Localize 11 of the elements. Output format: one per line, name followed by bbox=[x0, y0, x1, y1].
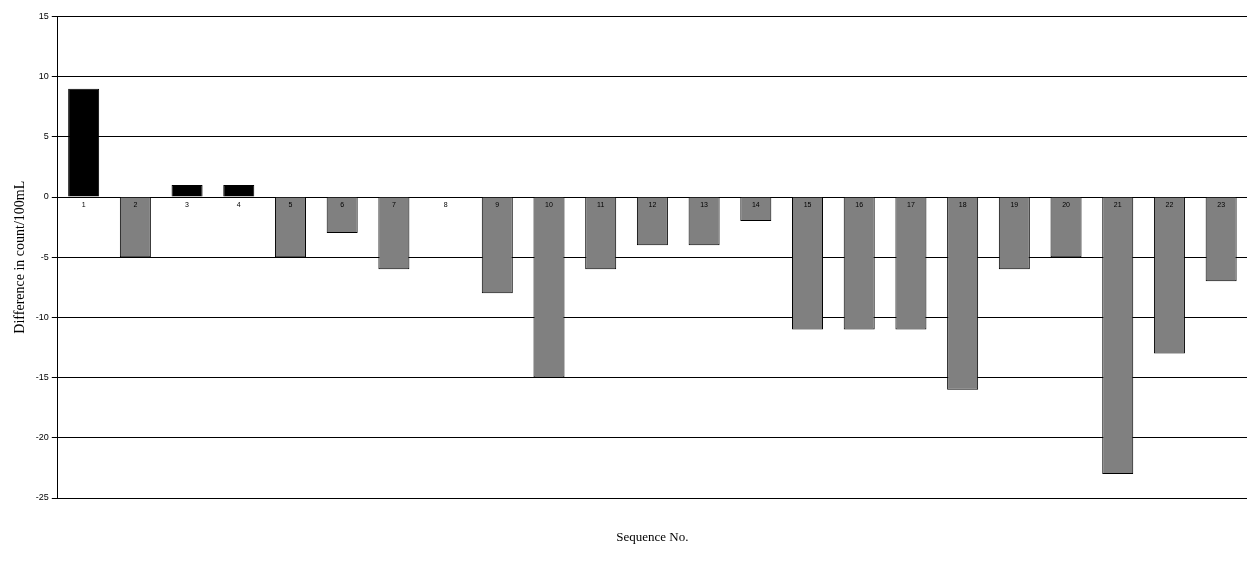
y-tick-label: 5 bbox=[43, 131, 49, 142]
y-tick-label: 10 bbox=[38, 71, 49, 82]
y-axis-title: Difference in count/100mL bbox=[12, 180, 28, 334]
y-tick-label: -15 bbox=[35, 372, 49, 383]
y-tick-label: -5 bbox=[40, 251, 49, 262]
y-tick-label: 15 bbox=[38, 10, 49, 21]
x-axis-title: Sequence No. bbox=[616, 529, 689, 545]
y-tick-label: -20 bbox=[35, 432, 49, 443]
y-tick-label: 0 bbox=[43, 191, 49, 202]
y-tick-label: -25 bbox=[35, 492, 49, 503]
y-tick-label: -10 bbox=[35, 311, 49, 322]
